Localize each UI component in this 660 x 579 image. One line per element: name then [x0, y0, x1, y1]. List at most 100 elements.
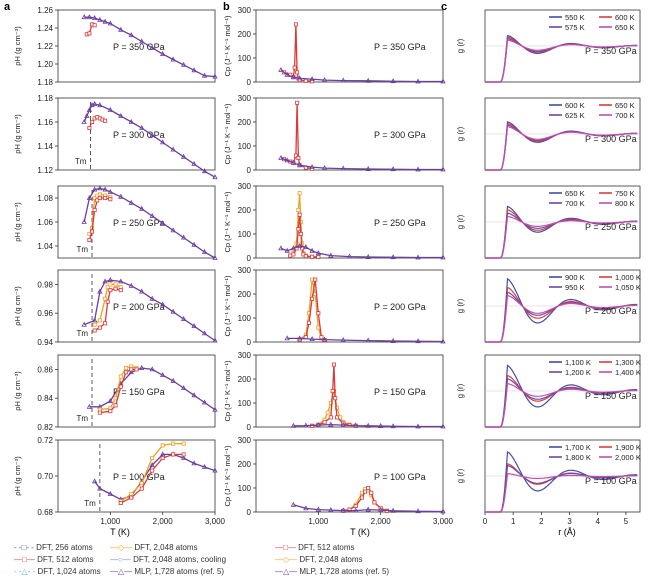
- panel-b-300-point: [290, 159, 297, 165]
- panel-a-150-point: [113, 403, 118, 408]
- panel-a-250-point: [91, 186, 98, 192]
- panel-b-150-series-dft512: [312, 364, 356, 427]
- panel-b-300-frame: [255, 97, 444, 171]
- legend-a-item-3: - -△- - DFT, 1,024 atoms: [14, 567, 101, 576]
- panel-a-100-y-tick-label: 0.68: [37, 508, 53, 517]
- panel-b-150-point: [333, 396, 338, 401]
- panel-c-100-x-tick-label: 4: [596, 517, 601, 526]
- panel-b-100-frame: [255, 439, 444, 513]
- panel-b-250-point: [365, 253, 371, 259]
- panel-a-100-point: [160, 443, 165, 448]
- legend-a-item-6: —△— MLP, 1,728 atoms (ref. 5): [110, 567, 225, 576]
- panel-a-100-y-axis-label: ρH (g cm⁻³): [13, 456, 22, 496]
- panel-b-300-y-axis-label: Cp (J⁻¹ K⁻¹ mol⁻¹): [223, 103, 232, 165]
- panel-a-150-point: [107, 398, 114, 403]
- panel-c-250-legend-label: 800 K: [615, 199, 635, 208]
- panel-b-350-point: [284, 71, 290, 77]
- panel-b-250-point: [346, 253, 353, 259]
- panel-c-350-gr-curve: [485, 36, 638, 83]
- panel-c-300-legend-label: 625 K: [565, 111, 585, 120]
- panel-a-200-point: [113, 282, 118, 287]
- panel-a-150-point: [191, 392, 197, 398]
- panel-a-350-point: [107, 20, 114, 26]
- panel-c-250-pressure-label: P = 250 GPa: [585, 222, 637, 232]
- panel-c-300-legend-label: 700 K: [615, 111, 635, 120]
- panel-c-200-y-axis-label: g (r): [456, 298, 465, 313]
- panel-a-300-point: [201, 168, 208, 174]
- panel-b-200-y-tick-label: 200: [238, 290, 252, 299]
- panel-b-200-frame: [255, 269, 444, 343]
- panel-b-350-point: [303, 78, 308, 83]
- legend-a-item-2: —□— DFT, 512 atoms: [14, 555, 94, 564]
- panel-a-300-point: [91, 100, 98, 106]
- panel-b-200-series-dft512: [299, 279, 326, 341]
- panel-b-100-point: [353, 503, 358, 508]
- panel-c-300-pressure-label: P = 300 GPa: [585, 134, 637, 144]
- panel-b-100-point: [303, 505, 309, 511]
- panel-a-100-point: [97, 485, 103, 491]
- panel-c-350-gr-curve: [485, 39, 638, 83]
- panel-a-350-point: [118, 26, 124, 32]
- panel-b-150-point: [331, 362, 336, 367]
- panel-b-200-point: [321, 336, 328, 342]
- panel-c-150-gr-curve: [485, 364, 638, 428]
- panel-c-100-legend-label: 2,000 K: [615, 453, 641, 462]
- panel-b-300-y-tick-label: 200: [238, 118, 252, 127]
- panel-a-200-point: [103, 296, 108, 301]
- panel-b-350-point: [309, 76, 315, 82]
- panel-a-150-y-tick-label: 0.86: [37, 365, 53, 374]
- panel-a-150-point: [139, 364, 145, 370]
- panel-a-350-pressure-label: P = 350 GPa: [113, 42, 165, 52]
- panel-c-200-pressure-label: P = 200 GPa: [585, 306, 637, 316]
- panel-a-250-point: [86, 194, 93, 200]
- panel-c-200-legend-label: 950 K: [565, 283, 585, 292]
- panel-a-150-tm-label: Tm: [76, 414, 88, 423]
- panel-c-250-gr-curve: [485, 212, 638, 259]
- panel-b-300-point: [293, 153, 298, 158]
- panel-a-300-point: [86, 106, 93, 112]
- panel-a-350-point: [180, 61, 187, 67]
- panel-c-150-legend-label: 1,100 K: [565, 358, 591, 367]
- panel-a-300-y-tick-label: 1.14: [37, 142, 53, 151]
- panel-b-200-point: [415, 338, 421, 344]
- panel-a-300-frame: [57, 97, 216, 171]
- panel-b-300-point: [365, 165, 371, 171]
- panel-a-200-point: [108, 288, 113, 293]
- panel-a-100-point: [201, 463, 208, 469]
- panel-b-350-point: [292, 65, 297, 70]
- panel-a-100-point: [159, 451, 166, 457]
- panel-b-150-point: [315, 422, 322, 427]
- panel-a-250-point: [212, 254, 218, 260]
- panel-a-200-point: [201, 330, 208, 336]
- panel-b-300-point: [340, 165, 346, 171]
- panel-a-250-point: [97, 192, 102, 197]
- panel-b-350-point: [440, 78, 446, 84]
- panel-a-250-point: [159, 220, 166, 226]
- panel-b-350-y-tick-label: 300: [238, 6, 252, 15]
- panel-a-200-y-tick-label: 0.94: [37, 338, 53, 347]
- panel-a-300-point: [118, 112, 124, 118]
- panel-b-250-point: [291, 252, 296, 257]
- panel-b-250-point: [303, 254, 308, 259]
- panel-a-100-point: [150, 468, 155, 473]
- panel-b-300-point: [278, 154, 284, 160]
- panel-b-350-pressure-label: P = 350 GPa: [374, 42, 426, 52]
- panel-a-100-point: [171, 441, 176, 446]
- panel-b-300-y-tick-label: 300: [238, 94, 252, 103]
- panel-b-250-y-tick-label: 200: [238, 206, 252, 215]
- panel-a-250-point: [201, 248, 208, 254]
- panel-b-350-point: [415, 78, 421, 84]
- panel-a-100-y-tick-label: 0.70: [37, 472, 53, 481]
- panel-b-150-point: [390, 423, 396, 429]
- panel-b-300-point: [309, 164, 315, 170]
- panel-a-150-point: [129, 367, 134, 372]
- panel-a-100-point: [212, 467, 218, 473]
- panel-c-250-legend-label: 700 K: [565, 199, 585, 208]
- panel-a-300-tm-label: Tm: [75, 157, 87, 166]
- panel-a-100-point: [181, 441, 186, 446]
- panel-a-250-point: [81, 218, 87, 224]
- panel-a-100-point: [149, 462, 155, 468]
- panel-a-300-point: [149, 132, 155, 138]
- panel-b-250-point: [303, 244, 309, 250]
- panel-a-250-point: [139, 205, 145, 211]
